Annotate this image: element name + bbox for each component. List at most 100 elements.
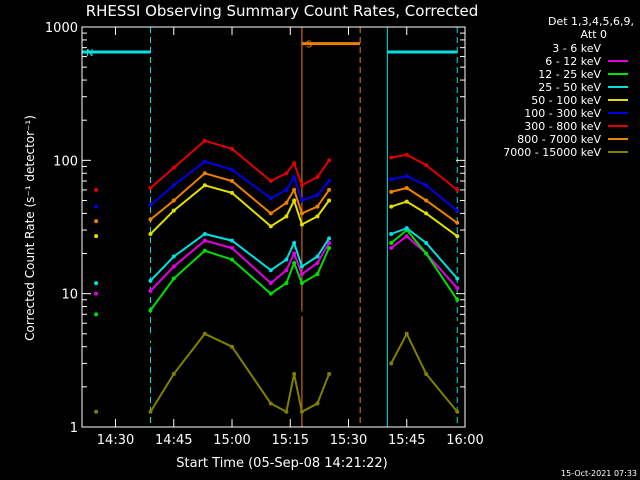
series-line — [149, 184, 330, 235]
series-line — [149, 239, 330, 292]
data-point — [315, 204, 320, 209]
data-point — [284, 312, 289, 317]
data-point — [404, 234, 409, 239]
series-line — [149, 332, 331, 414]
legend-label: 100 - 300 keV — [524, 107, 601, 120]
data-point — [327, 187, 332, 192]
data-point — [389, 204, 394, 209]
data-point — [148, 186, 153, 191]
data-point — [404, 226, 409, 231]
data-point — [171, 208, 176, 213]
data-point — [202, 138, 207, 143]
data-point — [202, 248, 207, 253]
data-point — [94, 291, 99, 296]
data-point — [292, 251, 297, 256]
data-point — [230, 238, 235, 243]
data-point — [389, 361, 394, 366]
data-point — [230, 246, 235, 251]
timestamp: 15-Oct-2021 07:33 — [561, 469, 637, 478]
plot-area — [82, 27, 465, 427]
series-line — [149, 232, 330, 282]
series-line — [390, 200, 458, 238]
data-point — [284, 257, 289, 262]
data-point — [148, 308, 153, 313]
legend-header-line-1: Det 1,3,4,5,6,9, — [548, 15, 634, 28]
y-tick-label: 100 — [53, 154, 78, 169]
series-4 — [94, 183, 460, 239]
data-point — [455, 208, 460, 213]
chart-title: RHESSI Observing Summary Count Rates, Co… — [86, 2, 479, 20]
data-point — [315, 260, 320, 265]
data-point — [455, 321, 460, 326]
series-line — [390, 265, 459, 324]
data-point — [202, 272, 207, 277]
data-point — [148, 278, 153, 283]
series-line — [390, 331, 458, 413]
data-point — [171, 165, 176, 170]
data-point — [424, 163, 429, 168]
data-point — [389, 189, 394, 194]
data-point — [94, 281, 99, 286]
data-point — [404, 186, 409, 191]
data-point — [268, 401, 273, 406]
data-point — [315, 297, 320, 302]
legend-label: 12 - 25 keV — [538, 68, 601, 81]
data-point — [424, 211, 429, 216]
data-point — [292, 371, 297, 376]
data-point — [299, 264, 304, 269]
data-point — [284, 281, 289, 286]
y-tick-label: 10 — [61, 288, 78, 303]
series-line — [391, 153, 458, 191]
data-point — [284, 214, 289, 219]
series-line — [390, 228, 459, 301]
data-point — [299, 272, 304, 277]
legend-label: 800 - 7000 keV — [517, 133, 601, 146]
data-point — [315, 214, 320, 219]
data-point — [299, 198, 304, 203]
x-tick-label: 14:45 — [155, 433, 192, 448]
series-1 — [94, 234, 460, 296]
series-line — [149, 139, 330, 189]
data-point — [230, 178, 235, 183]
series-2 — [94, 228, 460, 317]
legend-label: 25 - 50 keV — [538, 81, 601, 94]
data-point — [389, 240, 394, 245]
legend-label: 3 - 6 keV — [552, 42, 601, 55]
data-point — [389, 232, 394, 237]
data-point — [148, 232, 153, 237]
series-8 — [94, 331, 460, 414]
legend-header-line-2: Att 0 — [581, 28, 607, 41]
data-point — [455, 234, 460, 239]
series-line — [149, 273, 330, 340]
data-point — [404, 152, 409, 157]
series-0 — [94, 264, 460, 342]
x-tick-label: 15:30 — [330, 433, 367, 448]
annotation-label: S — [306, 40, 312, 51]
data-point — [327, 178, 332, 183]
data-point — [424, 240, 429, 245]
data-point — [389, 177, 394, 182]
data-point — [315, 401, 320, 406]
data-point — [202, 331, 207, 336]
data-point — [171, 183, 176, 188]
data-point — [455, 286, 460, 291]
data-point — [424, 251, 429, 256]
data-point — [148, 336, 153, 341]
data-point — [292, 198, 297, 203]
data-point — [202, 232, 207, 237]
data-point — [171, 276, 176, 281]
data-point — [455, 220, 460, 225]
series-line — [149, 172, 330, 221]
legend-label: 7000 - 15000 keV — [503, 146, 601, 159]
data-point — [292, 161, 297, 166]
data-point — [268, 281, 273, 286]
data-point — [202, 159, 207, 164]
data-point — [292, 187, 297, 192]
data-point — [327, 276, 332, 281]
data-point — [404, 174, 409, 179]
data-point — [292, 240, 297, 245]
data-point — [315, 174, 320, 179]
data-point — [284, 187, 289, 192]
annotation-label: N — [86, 48, 93, 59]
